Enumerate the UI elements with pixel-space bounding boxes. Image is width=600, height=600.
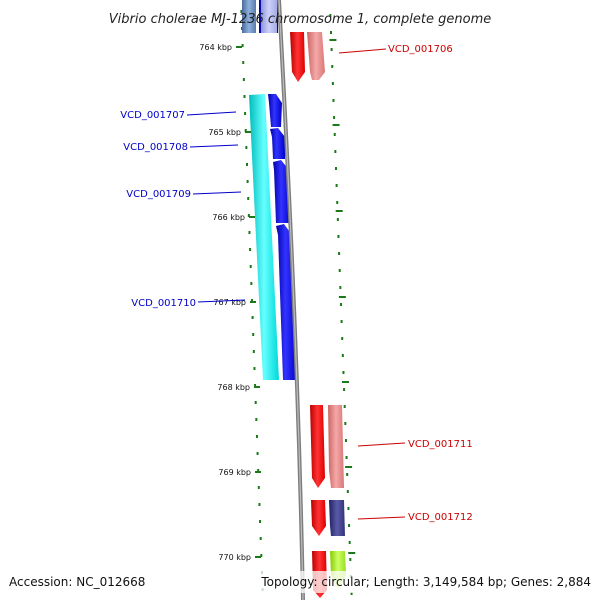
gene-label[interactable]: VCD_001707: [120, 110, 185, 121]
kbp-tick-label: 766 kbp: [212, 213, 245, 222]
topology-text: Topology: circular; Length: 3,149,584 bp…: [260, 575, 591, 589]
gene-vcd-001707: [268, 94, 282, 127]
gene-leader-line: [357, 442, 406, 447]
gene-label[interactable]: VCD_001711: [408, 439, 473, 450]
minor-tick-marks: [329, 39, 356, 554]
kbp-tick-label: 769 kbp: [218, 468, 251, 477]
gene-vcd-001707-cyan: [249, 94, 279, 380]
gene-label[interactable]: VCD_001709: [126, 189, 191, 200]
kbp-axis: 764 kbp 765 kbp 766 kbp 767 kbp 768 kbp 769 k…: [199, 43, 261, 562]
gene-leader-line: [192, 191, 242, 195]
gene-vcd-001712: [311, 500, 326, 536]
gene-partial-top-steel: [242, 0, 256, 33]
kbp-tick-label: 765 kbp: [208, 128, 241, 137]
gene-partial-top-pale: [261, 0, 277, 33]
gene-leader-line: [189, 144, 239, 148]
gene-label[interactable]: VCD_001708: [123, 142, 188, 153]
gene-label[interactable]: VCD_001710: [131, 298, 196, 309]
kbp-tick-label: 770 kbp: [218, 553, 251, 562]
kbp-tick-label: 768 kbp: [217, 383, 250, 392]
gene-labels: VCD_001706 VCD_001707 VCD_001708 VCD_001709…: [120, 44, 472, 523]
gene-leader-line: [186, 111, 237, 116]
page-title: Vibrio cholerae MJ-1236 chromosome 1, co…: [109, 12, 491, 27]
gene-vcd-001711: [310, 405, 325, 488]
gene-vcd-001706: [290, 32, 305, 82]
gene-label[interactable]: VCD_001706: [388, 44, 453, 55]
gene-track-reverse: [290, 32, 346, 598]
gene-vcd-001711b: [328, 405, 344, 488]
gene-leader-line: [338, 48, 387, 54]
footer-bg: [0, 571, 600, 593]
gene-vcd-001708: [270, 128, 285, 159]
kbp-tick-label: 764 kbp: [199, 43, 232, 52]
gene-vcd-001712b: [329, 500, 345, 536]
gene-vcd-001706b: [307, 32, 325, 80]
kbp-tick-label: 767 kbp: [213, 298, 246, 307]
accession-text: Accession: NC_012668: [9, 575, 145, 589]
genome-backbone-highlight: [278, 0, 304, 600]
gene-label[interactable]: VCD_001712: [408, 512, 473, 523]
gene-leader-line: [197, 299, 246, 303]
gene-leader-line: [357, 516, 406, 520]
